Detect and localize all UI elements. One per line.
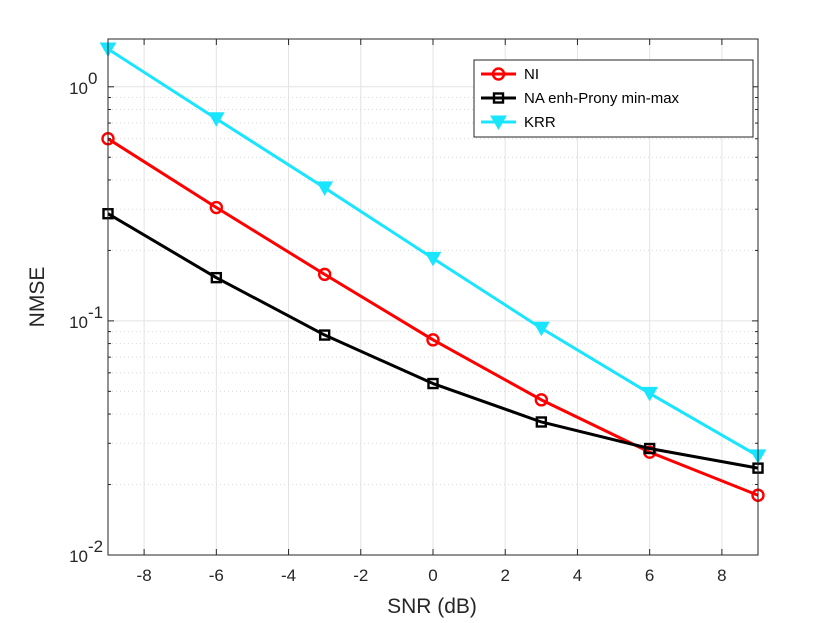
- legend: NI NA enh-Prony min-max KRR: [473, 59, 754, 138]
- y-tick-label: 10: [69, 313, 88, 332]
- legend-label: NA enh-Prony min-max: [524, 90, 680, 107]
- x-tick-label: -6: [209, 566, 224, 585]
- y-tick-label: 10: [69, 547, 88, 566]
- x-tick-label: 0: [428, 566, 437, 585]
- data-point: [427, 377, 439, 390]
- legend-entry: NA enh-Prony min-max: [481, 90, 680, 107]
- x-tick-label: 6: [645, 566, 654, 585]
- data-point: [317, 267, 332, 282]
- data-point: [534, 393, 549, 407]
- x-tick-label: -2: [353, 566, 368, 585]
- data-point: [209, 200, 224, 215]
- y-tick-exponent: 0: [88, 69, 97, 88]
- y-tick-exponent: -1: [88, 303, 103, 322]
- legend-box: [473, 59, 754, 138]
- data-point: [532, 321, 550, 337]
- data-point: [424, 251, 442, 267]
- x-tick-label: -8: [137, 566, 152, 585]
- data-point: [207, 112, 225, 127]
- legend-label: KRR: [524, 114, 556, 131]
- legend-entry: KRR: [481, 114, 556, 131]
- legend-marker: [492, 92, 505, 104]
- data-point: [535, 416, 548, 428]
- y-tick-exponent: -2: [88, 537, 103, 556]
- x-axis-title: SNR (dB): [387, 595, 477, 618]
- legend-marker: [491, 67, 506, 81]
- x-tick-label: -4: [281, 566, 296, 585]
- legend-marker: [490, 115, 507, 131]
- x-tick-label: 8: [717, 566, 726, 585]
- x-tick-label: 2: [500, 566, 509, 585]
- y-tick-label: 10: [69, 79, 88, 98]
- series-line: [107, 212, 759, 470]
- legend-label: NI: [524, 66, 539, 83]
- data-point: [318, 329, 331, 341]
- data-point: [426, 333, 440, 347]
- data-point: [643, 442, 656, 455]
- legend-entry: NI: [481, 66, 539, 83]
- x-tick-label: 4: [573, 566, 582, 585]
- data-point: [641, 386, 659, 402]
- y-axis-title: NMSE: [26, 267, 49, 328]
- data-point: [210, 271, 223, 284]
- data-point: [316, 181, 334, 196]
